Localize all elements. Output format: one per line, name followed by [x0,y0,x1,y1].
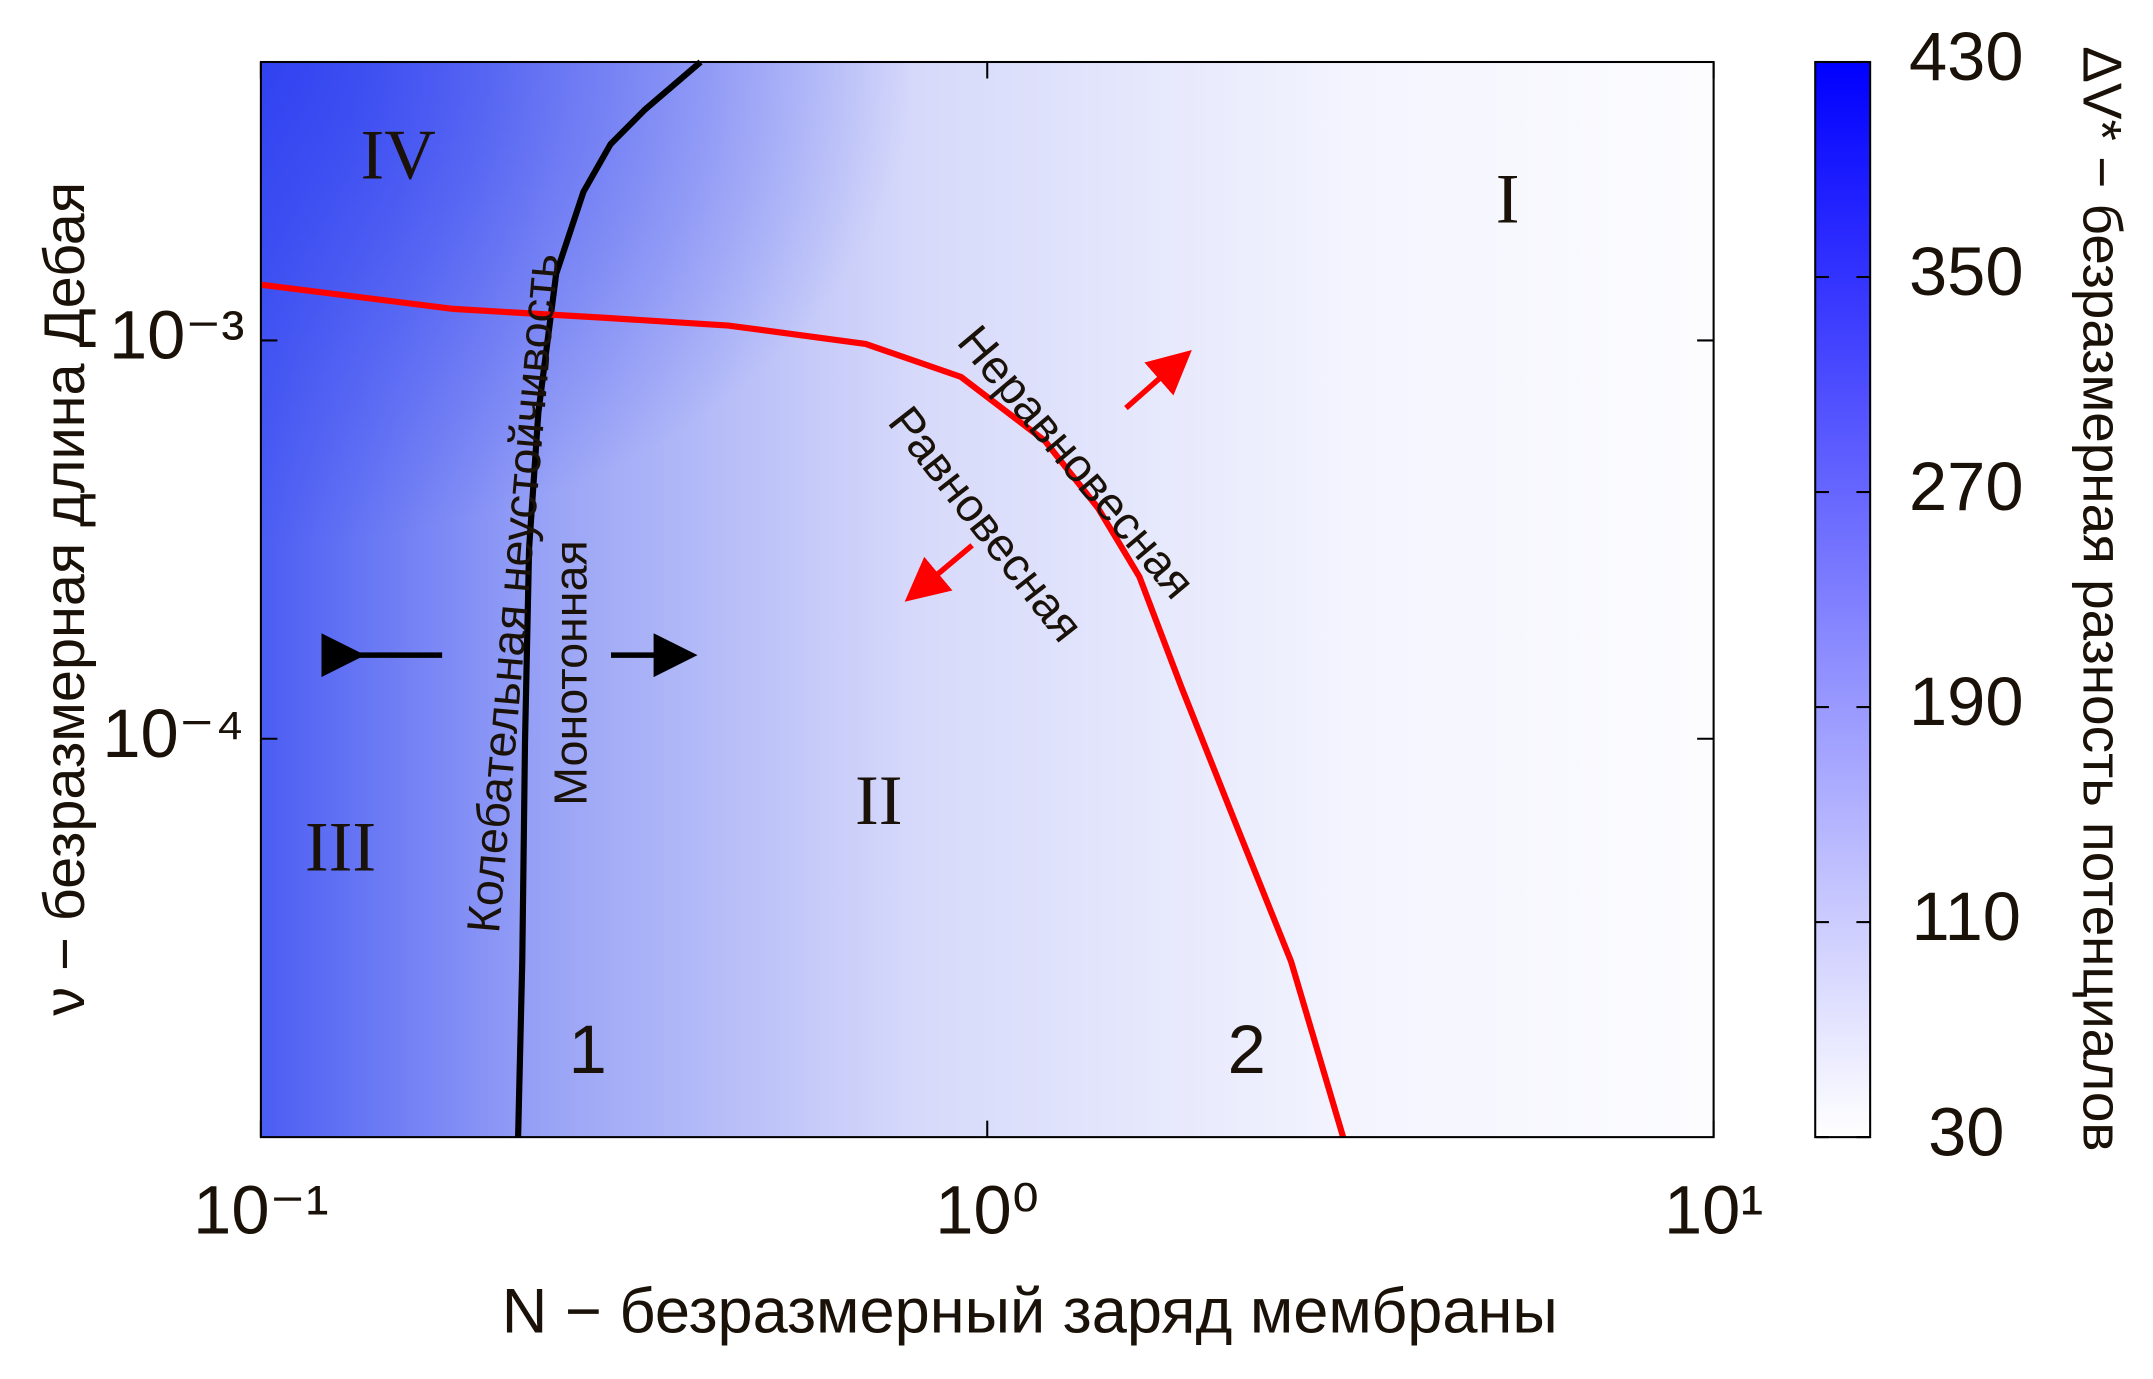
colorbar-tick-label: 190 [1909,663,2024,740]
colorbar-tick-label: 350 [1909,233,2024,310]
colorbar-tick-label: 270 [1909,448,2024,525]
x-tick-label: 10¹ [1664,1172,1763,1249]
y-tick-label: 10⁻³ [109,297,244,374]
y-axis-label: ν − безразмерная длина Дебая [33,182,97,1016]
annotation: 1 [569,1011,607,1088]
x-tick-label: 10⁰ [935,1172,1039,1249]
colorbar-tick-label: 30 [1928,1093,2004,1170]
series-line [260,281,1347,1139]
x-tick-label: 10⁻¹ [193,1172,328,1249]
arrow [1124,349,1192,411]
annotation: IV [361,116,436,195]
heatmap-shade [260,61,1714,1138]
arrow [904,543,974,602]
annotation: Монотонная [544,540,596,806]
annotation: III [305,808,376,887]
colorbar-tick-label: 110 [1912,878,2021,955]
colorbar-tick-label: 430 [1909,18,2024,95]
x-axis-label: N − безразмерный заряд мембраны [502,1276,1558,1346]
colorbar [1814,60,1872,1139]
y-tick-label: 10⁻⁴ [102,695,244,772]
series-line [515,59,703,1138]
annotation: II [855,761,903,840]
plot-layer [260,59,1347,1139]
annotation: 2 [1228,1011,1266,1088]
annotation: I [1496,160,1520,239]
colorbar-label: ΔV* − безразмерная разность потенциалов [2072,46,2134,1151]
